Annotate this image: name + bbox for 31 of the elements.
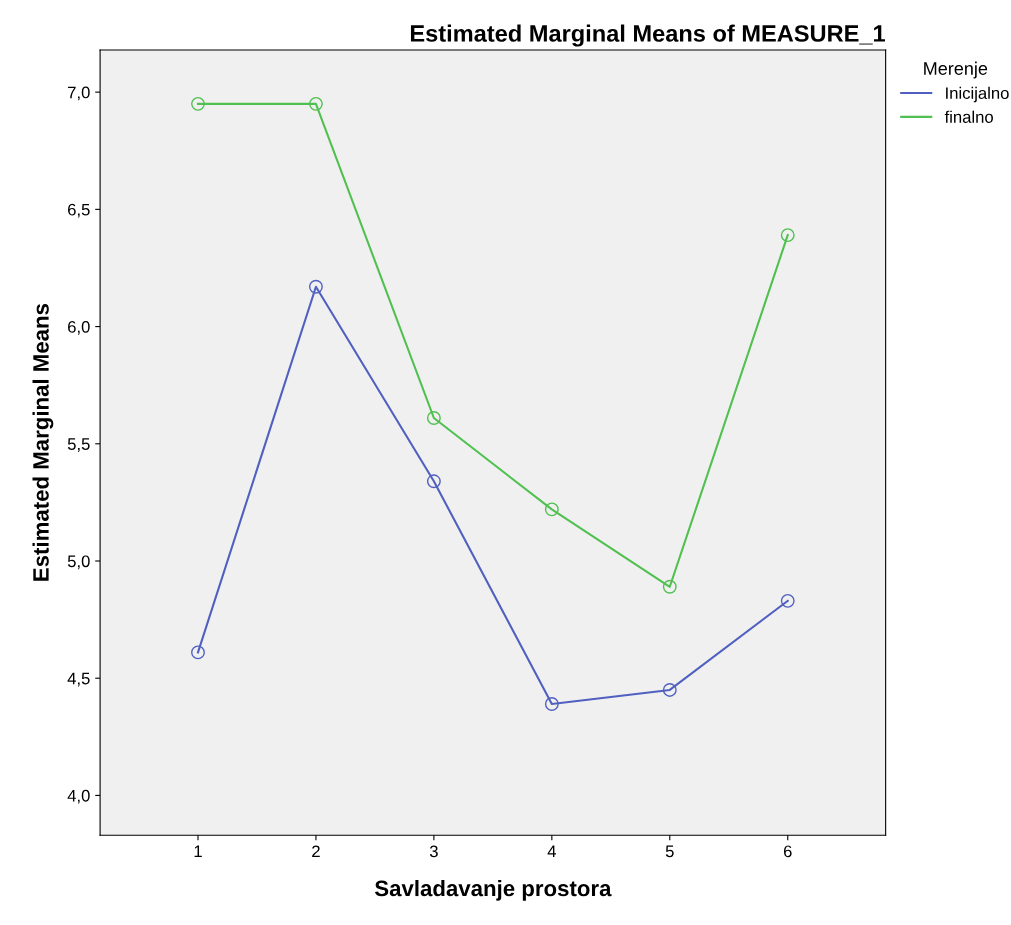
- legend-label: Inicijalno: [946, 86, 1009, 103]
- x-tick-label: 1: [194, 845, 202, 858]
- x-tick-label: 2: [312, 845, 320, 858]
- x-tick-label: 4: [547, 845, 556, 858]
- y-tick-label: 7,0: [68, 86, 90, 101]
- x-tick-label: 6: [783, 845, 792, 858]
- point: [780, 228, 795, 243]
- point: [662, 682, 677, 697]
- y-tick-label: 6,0: [68, 320, 90, 335]
- x-axis-title: Savladavanje prostora: [374, 879, 612, 901]
- y-tick-label: 4,5: [67, 672, 90, 687]
- point: [544, 697, 559, 711]
- y-tick-label: 5,5: [67, 438, 90, 452]
- point: [780, 593, 795, 608]
- point: [426, 474, 441, 489]
- y-tick-label: 6,5: [68, 203, 90, 218]
- point: [191, 96, 205, 111]
- y-tick-label: 5,0: [67, 555, 90, 570]
- x-tick-label: 3: [429, 845, 438, 858]
- point: [308, 96, 323, 111]
- y-tick-label: 4,0: [67, 789, 90, 804]
- legend-title: Merenje: [924, 61, 988, 79]
- point: [544, 502, 559, 517]
- point: [191, 645, 205, 660]
- point: [662, 579, 677, 594]
- chart-title: Estimated Marginal Means of MEASURE_1: [410, 24, 885, 47]
- point: [426, 411, 441, 425]
- point: [308, 279, 323, 294]
- x-tick-label: 5: [665, 845, 674, 858]
- legend-label: finalno: [944, 110, 993, 123]
- y-axis-title: Estimated Marginal Means: [32, 303, 54, 581]
